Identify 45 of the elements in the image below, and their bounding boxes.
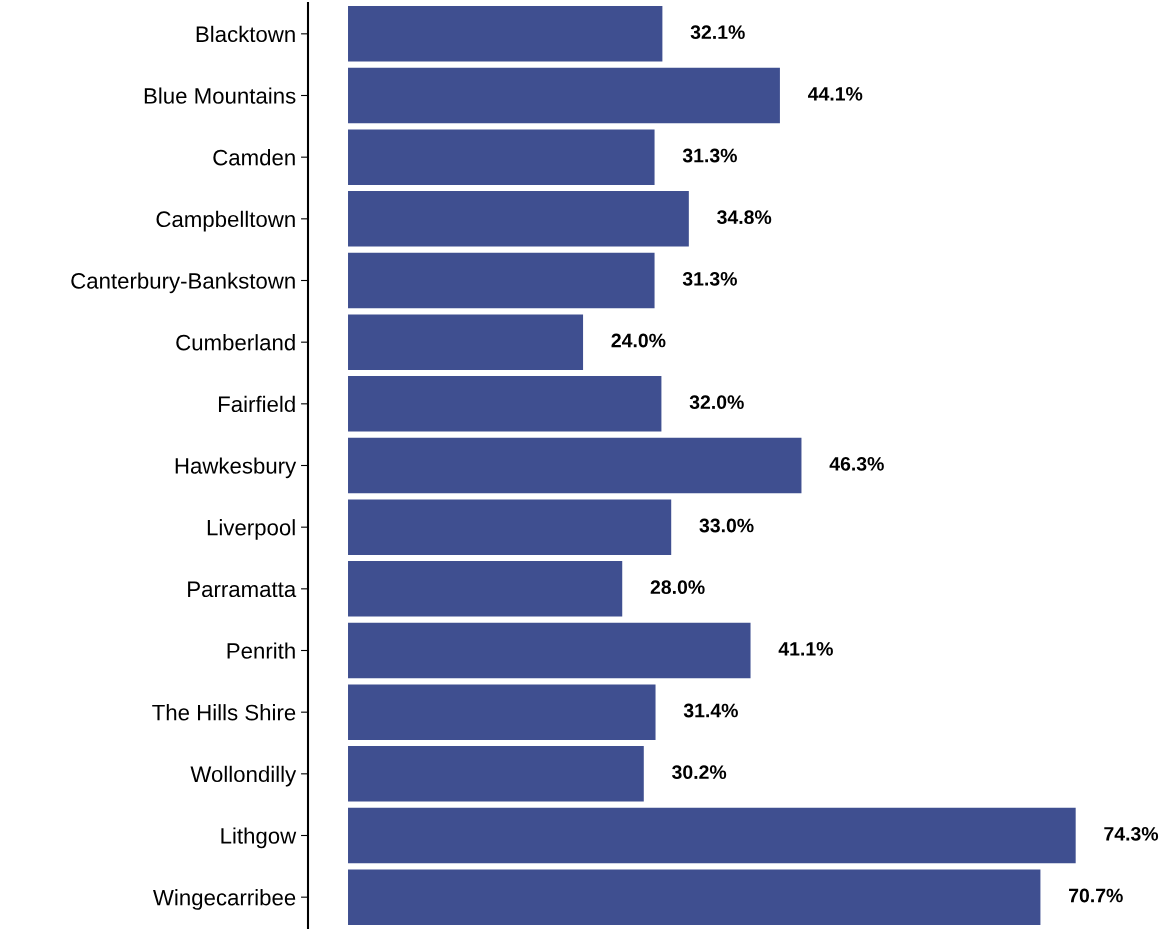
y-tick-label: Canterbury-Bankstown <box>71 272 295 294</box>
bar <box>348 807 1076 864</box>
bar <box>348 746 644 802</box>
data-label: 32.1% <box>690 25 745 40</box>
y-tick-label: The Hills Shire <box>152 704 296 721</box>
data-label: 24.0% <box>611 333 666 348</box>
data-label: 31.4% <box>683 703 738 718</box>
data-label: 31.3% <box>682 271 737 286</box>
bar <box>348 252 655 309</box>
data-label: 70.7% <box>1069 888 1123 903</box>
bar <box>348 314 584 370</box>
bar <box>348 684 656 740</box>
data-label: 30.2% <box>672 765 727 780</box>
data-label: 44.1% <box>807 87 863 101</box>
data-label: 74.3% <box>1104 826 1159 841</box>
data-label: 34.8% <box>717 210 772 225</box>
y-tick-label: Wollondilly <box>190 765 297 787</box>
bar <box>348 191 689 247</box>
y-tick-label: Fairfield <box>218 395 295 413</box>
bar <box>348 499 672 555</box>
y-tick-label: Liverpool <box>207 519 295 540</box>
bar <box>348 622 751 679</box>
y-tick-label: Parramatta <box>188 581 297 598</box>
bar <box>348 376 662 432</box>
data-label: 33.0% <box>699 518 754 533</box>
y-tick-label: Blue Mountains <box>144 87 296 104</box>
bar <box>348 67 780 124</box>
y-tick-label: Blacktown <box>196 25 295 43</box>
data-label: 46.3% <box>829 456 884 471</box>
bar <box>348 129 655 185</box>
data-label: 32.0% <box>689 395 744 410</box>
y-tick-label: Campbelltown <box>156 210 295 232</box>
y-tick-label: Camden <box>213 149 295 166</box>
data-label: 31.3% <box>682 148 737 163</box>
bar <box>348 561 623 617</box>
data-label: 28.0% <box>650 580 705 595</box>
y-tick-label: Hawkesbury <box>175 457 297 479</box>
bar <box>348 869 1041 925</box>
y-tick-label: Lithgow <box>221 827 297 849</box>
data-label: 41.1% <box>778 642 833 656</box>
y-tick-label: Penrith <box>227 642 295 659</box>
y-tick-label: Wingecarribee <box>153 889 296 910</box>
bar <box>348 437 802 494</box>
bar <box>348 6 663 62</box>
y-tick-label: Cumberland <box>176 334 295 351</box>
